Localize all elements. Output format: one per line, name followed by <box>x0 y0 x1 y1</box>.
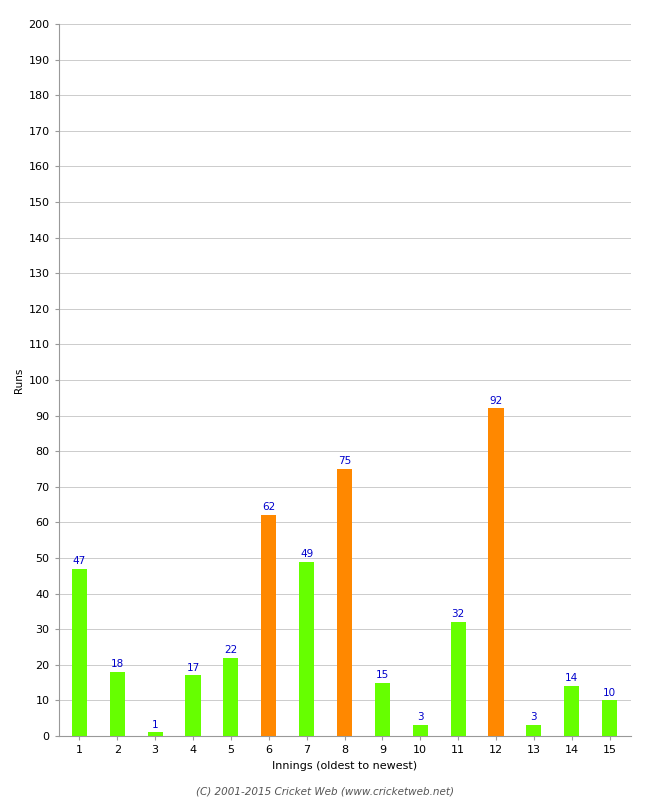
Y-axis label: Runs: Runs <box>14 367 24 393</box>
Text: 32: 32 <box>452 610 465 619</box>
Bar <box>375 682 390 736</box>
Text: 17: 17 <box>187 662 200 673</box>
Bar <box>602 701 617 736</box>
Bar <box>299 562 314 736</box>
Bar <box>224 658 239 736</box>
Bar <box>72 569 87 736</box>
Text: 62: 62 <box>262 502 276 513</box>
Text: 22: 22 <box>224 645 237 655</box>
Text: 3: 3 <box>530 713 537 722</box>
Bar <box>185 675 201 736</box>
Text: 47: 47 <box>73 556 86 566</box>
Bar <box>564 686 579 736</box>
Bar <box>450 622 465 736</box>
Text: 3: 3 <box>417 713 424 722</box>
Text: 15: 15 <box>376 670 389 680</box>
Bar <box>488 409 504 736</box>
Bar <box>526 726 541 736</box>
Text: 18: 18 <box>111 659 124 669</box>
Text: 10: 10 <box>603 687 616 698</box>
Text: 1: 1 <box>152 719 159 730</box>
Text: 75: 75 <box>338 456 351 466</box>
Text: 49: 49 <box>300 549 313 558</box>
X-axis label: Innings (oldest to newest): Innings (oldest to newest) <box>272 761 417 770</box>
Bar <box>261 515 276 736</box>
Text: 14: 14 <box>565 674 578 683</box>
Text: (C) 2001-2015 Cricket Web (www.cricketweb.net): (C) 2001-2015 Cricket Web (www.cricketwe… <box>196 786 454 796</box>
Bar <box>337 469 352 736</box>
Bar <box>148 733 162 736</box>
Bar <box>110 672 125 736</box>
Bar <box>413 726 428 736</box>
Text: 92: 92 <box>489 396 502 406</box>
